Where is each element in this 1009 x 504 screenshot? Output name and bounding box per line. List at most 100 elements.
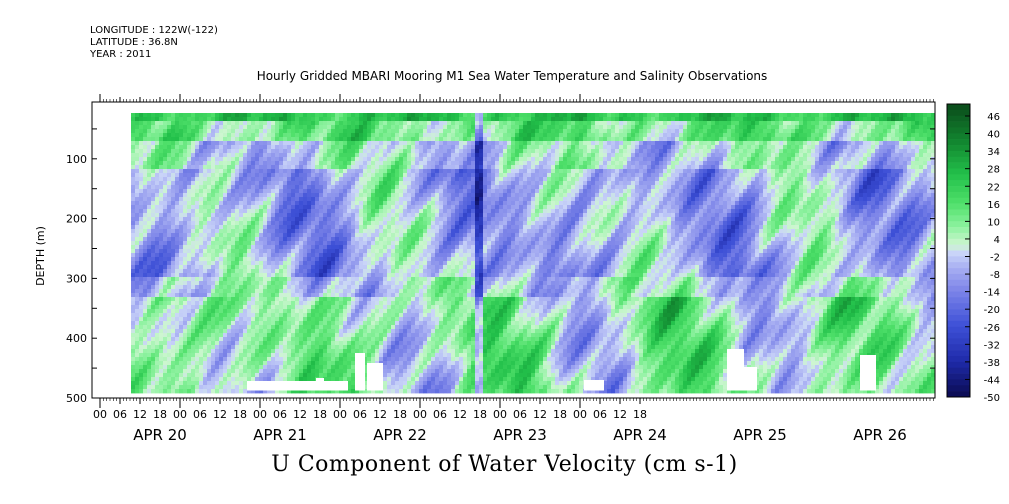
heatmap-cell	[311, 309, 316, 314]
heatmap-cell	[367, 209, 372, 214]
heatmap-cell	[235, 225, 240, 230]
heatmap-cell	[395, 357, 400, 362]
heatmap-cell	[367, 281, 372, 286]
heatmap-cell	[139, 273, 144, 278]
heatmap-cell	[155, 333, 160, 338]
heatmap-cell	[275, 201, 280, 206]
heatmap-cell	[291, 261, 296, 266]
heatmap-cell	[355, 173, 360, 178]
heatmap-cell	[343, 185, 348, 190]
heatmap-cell	[375, 257, 380, 262]
heatmap-cell	[215, 217, 220, 222]
heatmap-cell	[359, 317, 364, 322]
heatmap-cell	[215, 365, 220, 370]
heatmap-cell	[367, 221, 372, 226]
heatmap-cell	[155, 341, 160, 346]
heatmap-cell	[395, 213, 400, 218]
heatmap-cell	[363, 157, 368, 162]
heatmap-cell	[335, 297, 340, 302]
heatmap-cell	[183, 157, 188, 162]
heatmap-cell	[355, 293, 360, 298]
heatmap-cell	[411, 205, 416, 210]
heatmap-cell	[179, 353, 184, 358]
heatmap-cell	[171, 301, 176, 306]
heatmap-cell	[399, 205, 404, 210]
heatmap-cell	[175, 365, 180, 370]
heatmap-cell	[343, 345, 348, 350]
heatmap-cell	[367, 249, 372, 254]
heatmap-cell	[143, 281, 148, 286]
heatmap-cell	[231, 385, 236, 390]
heatmap-cell	[323, 377, 328, 382]
heatmap-cell	[299, 217, 304, 222]
heatmap-cell	[283, 305, 288, 310]
heatmap-cell	[407, 273, 412, 278]
heatmap-cell	[299, 153, 304, 158]
heatmap-cell	[407, 269, 412, 274]
heatmap-cell	[359, 305, 364, 310]
heatmap-cell	[223, 317, 228, 322]
heatmap-cell	[379, 121, 384, 126]
heatmap-cell	[311, 129, 316, 134]
heatmap-cell	[195, 233, 200, 238]
heatmap-cell	[331, 365, 336, 370]
heatmap-cell	[195, 181, 200, 186]
heatmap-cell	[375, 281, 380, 286]
heatmap-cell	[247, 201, 252, 206]
heatmap-cell	[215, 237, 220, 242]
heatmap-cell	[175, 177, 180, 182]
heatmap-cell	[271, 297, 276, 302]
heatmap-cell	[283, 185, 288, 190]
heatmap-cell	[207, 305, 212, 310]
heatmap-cell	[395, 157, 400, 162]
heatmap-cell	[179, 193, 184, 198]
heatmap-cell	[175, 209, 180, 214]
heatmap-cell	[255, 249, 260, 254]
heatmap-cell	[231, 273, 236, 278]
heatmap-cell	[255, 189, 260, 194]
heatmap-cell	[243, 141, 248, 146]
heatmap-cell	[355, 169, 360, 174]
heatmap-cell	[327, 277, 332, 282]
heatmap-cell	[271, 221, 276, 226]
heatmap-cell	[363, 193, 368, 198]
heatmap-cell	[211, 353, 216, 358]
heatmap-cell	[223, 309, 228, 314]
heatmap-cell	[131, 229, 136, 234]
heatmap-cell	[183, 189, 188, 194]
heatmap-cell	[403, 365, 408, 370]
heatmap-cell	[287, 333, 292, 338]
heatmap-cell	[359, 153, 364, 158]
heatmap-cell	[279, 257, 284, 262]
heatmap-cell	[155, 129, 160, 134]
heatmap-cell	[379, 169, 384, 174]
heatmap-cell	[387, 189, 392, 194]
heatmap-cell	[279, 177, 284, 182]
heatmap-cell	[379, 229, 384, 234]
heatmap-cell	[375, 329, 380, 334]
heatmap-cell	[367, 357, 372, 362]
heatmap-cell	[391, 197, 396, 202]
heatmap-cell	[339, 221, 344, 226]
heatmap-cell	[219, 225, 224, 230]
heatmap-cell	[363, 373, 368, 378]
heatmap-cell	[163, 205, 168, 210]
heatmap-cell	[331, 345, 336, 350]
heatmap-cell	[363, 185, 368, 190]
heatmap-cell	[247, 237, 252, 242]
heatmap-cell	[227, 281, 232, 286]
heatmap-cell	[387, 381, 392, 386]
heatmap-cell	[223, 185, 228, 190]
heatmap-cell	[331, 377, 336, 382]
heatmap-cell	[143, 349, 148, 354]
heatmap-cell	[379, 141, 384, 146]
heatmap-cell	[131, 157, 136, 162]
heatmap-cell	[167, 301, 172, 306]
heatmap-cell	[199, 345, 204, 350]
latitude-label: LATITUDE : 36.8N	[90, 37, 178, 48]
heatmap-cell	[175, 265, 180, 270]
heatmap-cell	[351, 157, 356, 162]
heatmap-cell	[351, 345, 356, 350]
heatmap-cell	[399, 309, 404, 314]
heatmap-cell	[323, 149, 328, 154]
